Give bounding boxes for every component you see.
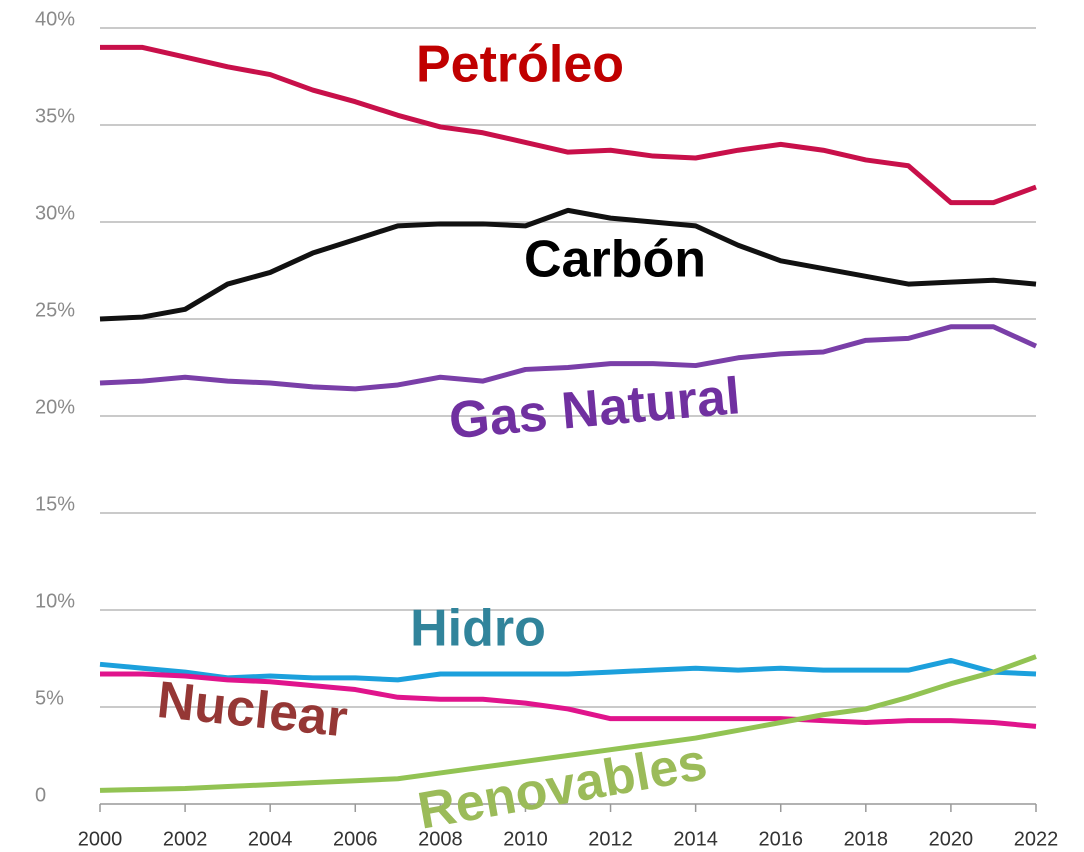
series-label: Hidro [410, 600, 546, 658]
y-tick-label: 35% [35, 105, 75, 127]
y-tick-label: 0 [35, 784, 46, 806]
x-tick-label: 2014 [673, 828, 718, 850]
series-line [99, 324, 1038, 392]
x-tick-label: 2010 [503, 828, 548, 850]
x-tick-label: 2018 [844, 828, 889, 850]
series-line [100, 44, 1037, 206]
series-line [99, 657, 1037, 683]
series-label: Petróleo [416, 36, 624, 94]
x-tick-label: 2016 [758, 828, 803, 850]
y-tick-label: 25% [35, 299, 75, 321]
series-line [99, 207, 1037, 322]
series-label: Renovables [414, 733, 712, 841]
x-tick-label: 2008 [418, 828, 463, 850]
series-line [99, 654, 1037, 793]
y-tick-label: 20% [35, 396, 75, 418]
y-tick-label: 40% [35, 8, 75, 30]
series-label: Carbón [524, 231, 706, 289]
series-label: Nuclear [154, 671, 350, 749]
y-tick-label: 30% [35, 202, 75, 224]
x-tick-label: 2020 [929, 828, 974, 850]
y-tick-label: 15% [35, 493, 75, 515]
y-tick-label: 10% [35, 590, 75, 612]
x-tick-label: 2004 [248, 828, 293, 850]
x-tick-label: 2012 [588, 828, 633, 850]
y-tick-label: 5% [35, 687, 64, 709]
series-line [100, 671, 1037, 729]
x-tick-label: 2002 [163, 828, 208, 850]
x-tick-label: 2000 [78, 828, 123, 850]
x-tick-label: 2006 [333, 828, 378, 850]
x-tick-label: 2022 [1014, 828, 1059, 850]
